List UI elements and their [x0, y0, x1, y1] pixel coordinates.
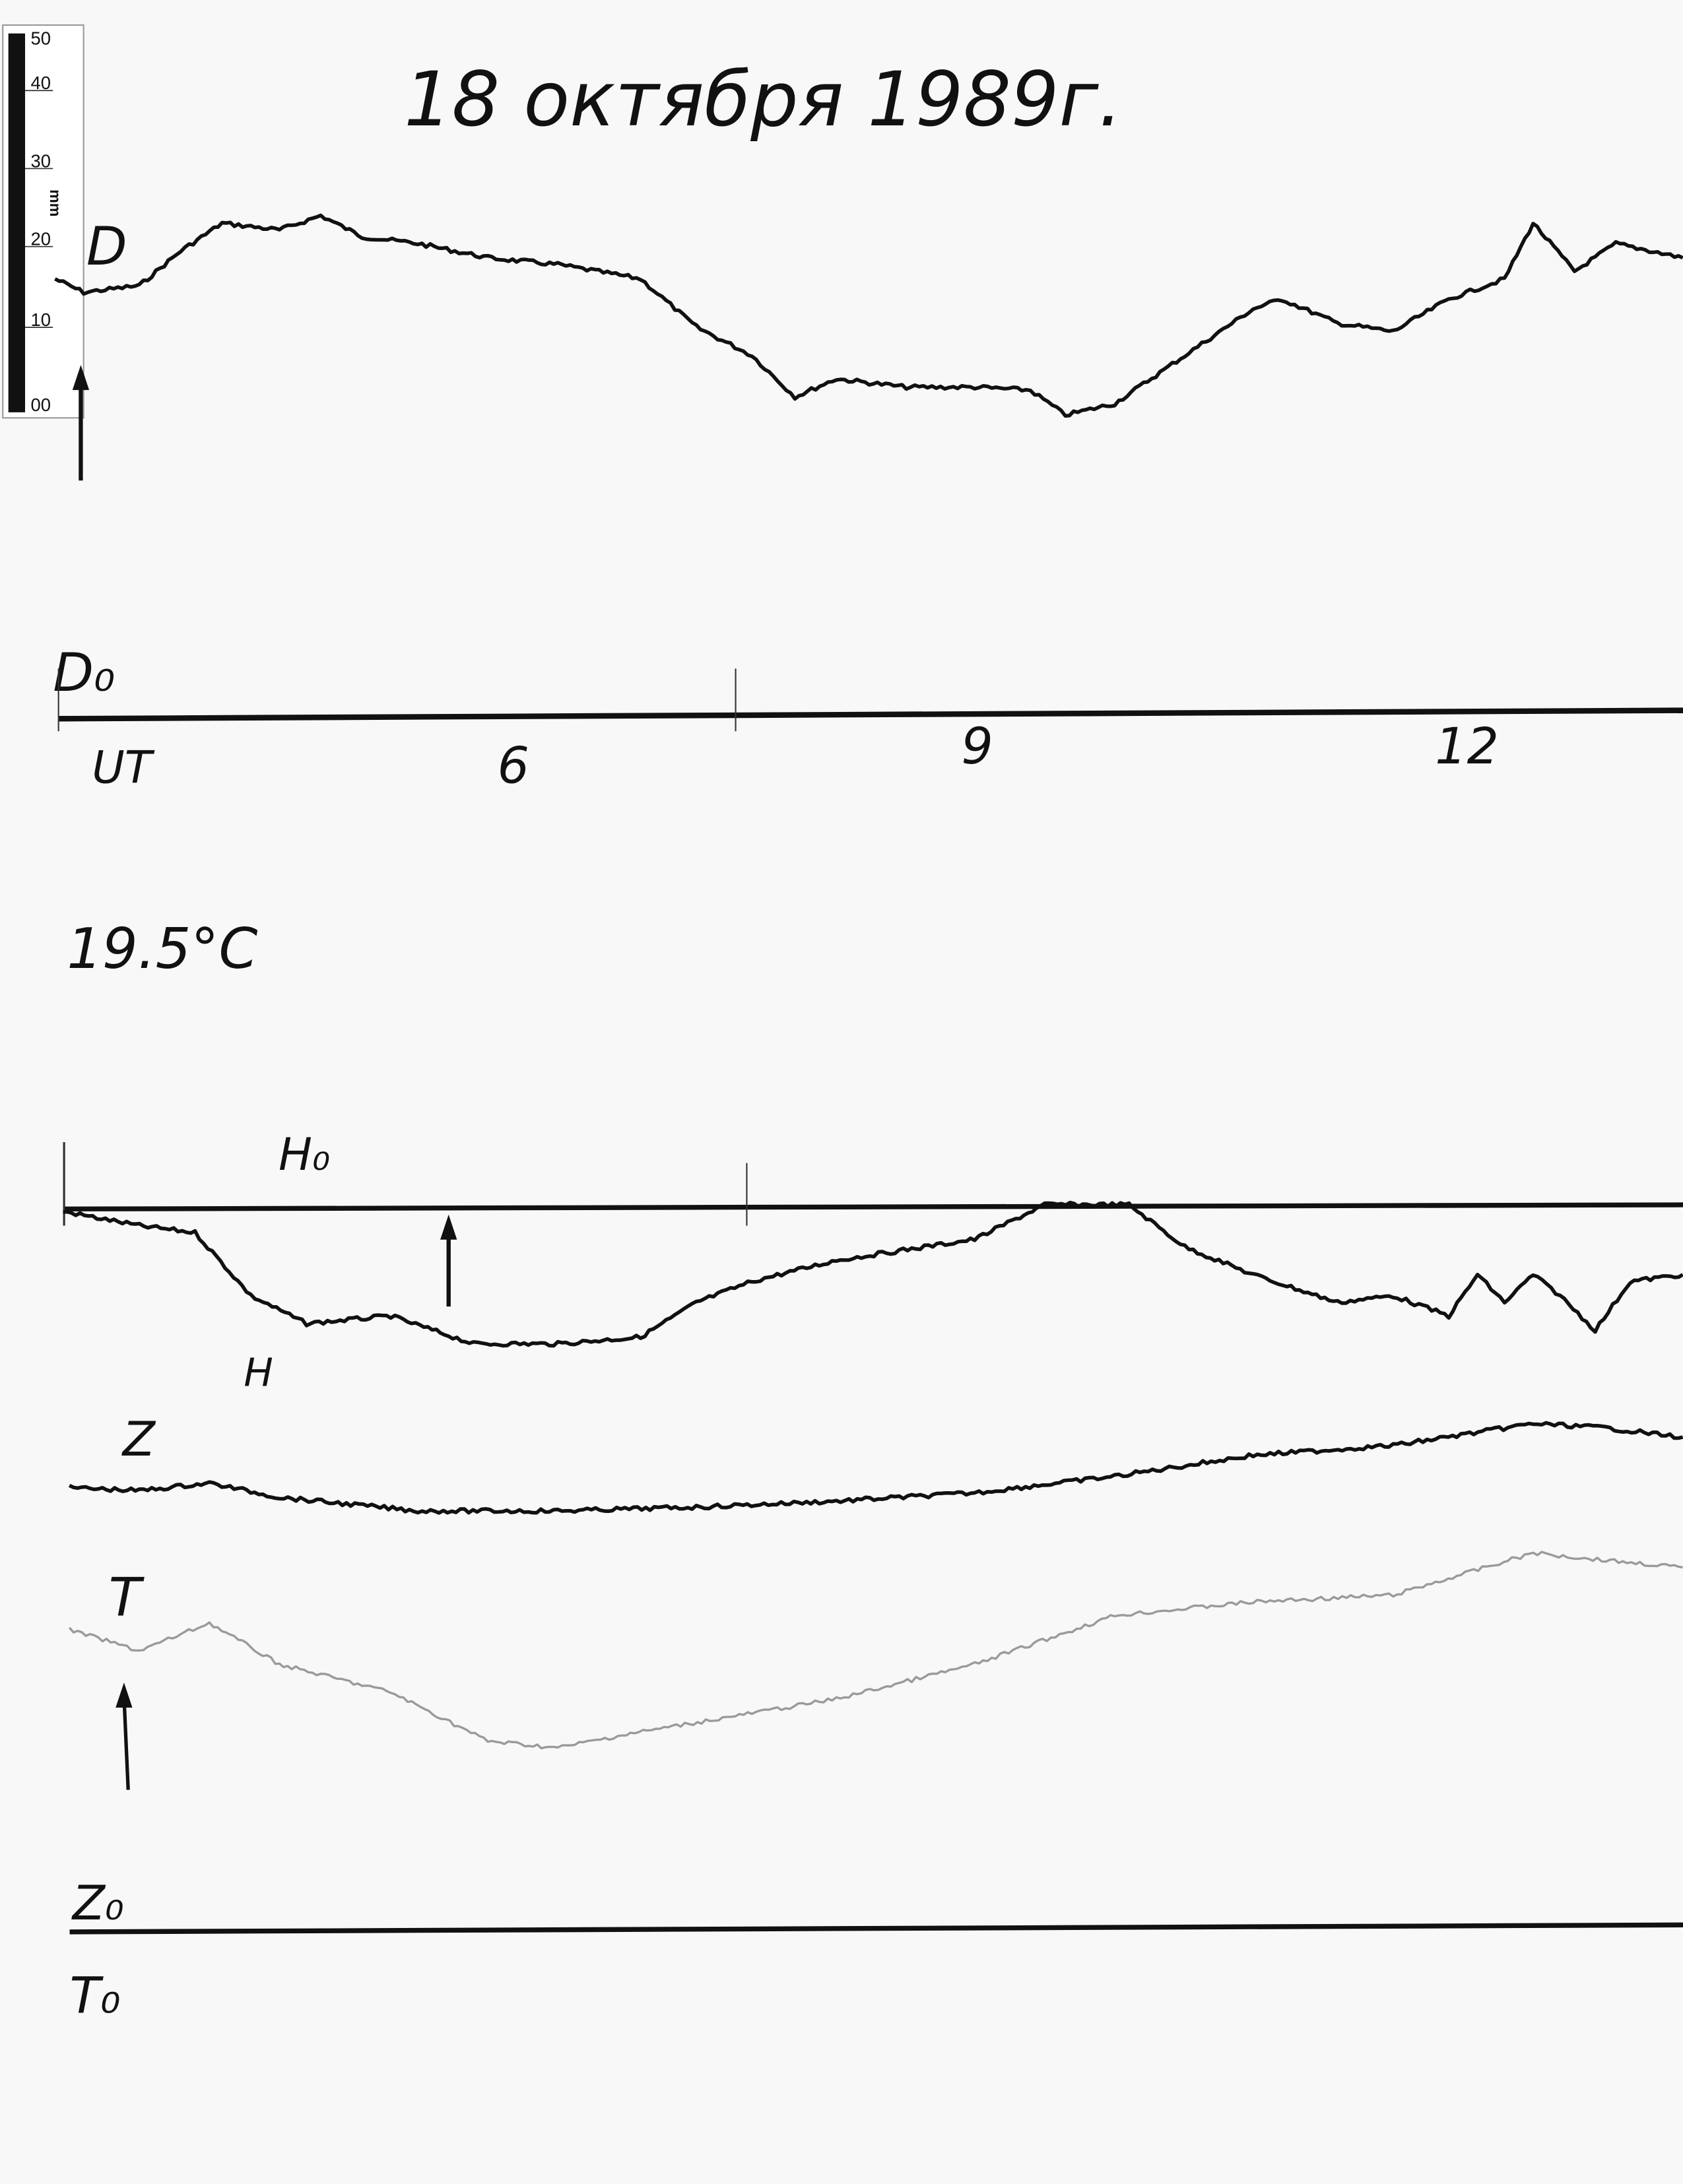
label-h: H [244, 1349, 273, 1395]
ruler-tick-10: 10 [30, 309, 51, 330]
trace-h [63, 1200, 1683, 1348]
x-tick-9: 9 [962, 717, 993, 775]
chart-title: 18 октября 1989г. [404, 55, 1122, 143]
label-d0: D₀ [53, 642, 115, 703]
baseline-h0 [64, 1202, 1683, 1212]
x-tick-6: 6 [498, 736, 529, 794]
label-d: D [86, 216, 127, 277]
arrow-up-icon [72, 365, 90, 481]
label-temperature: 19.5°C [67, 916, 257, 981]
baseline-d0 [58, 707, 1683, 722]
ruler-tick-40: 40 [30, 73, 51, 93]
arrow-up-icon [440, 1214, 457, 1307]
trace-t [68, 1551, 1683, 1750]
trace-d [54, 213, 1683, 418]
x-tick-12: 12 [1435, 717, 1499, 775]
baseline-z0 [69, 1922, 1683, 1935]
label-ut: UT [92, 741, 154, 793]
label-t: T [109, 1567, 145, 1628]
arrow-up-icon [116, 1683, 133, 1790]
label-t0: T₀ [70, 1966, 121, 2024]
ruler-unit: mm [47, 189, 64, 216]
ruler-tick-30: 30 [30, 150, 51, 171]
label-z0: Z₀ [71, 1875, 124, 1931]
label-h0: H₀ [279, 1128, 330, 1180]
ruler-tick-00: 00 [30, 395, 51, 415]
trace-z [68, 1421, 1683, 1515]
label-z: Z [121, 1411, 156, 1467]
ruler-tick-50: 50 [30, 28, 51, 49]
mm-scale-ruler: 50 40 30 20 10 00 mm [2, 24, 84, 419]
ruler-tick-20: 20 [30, 229, 51, 249]
